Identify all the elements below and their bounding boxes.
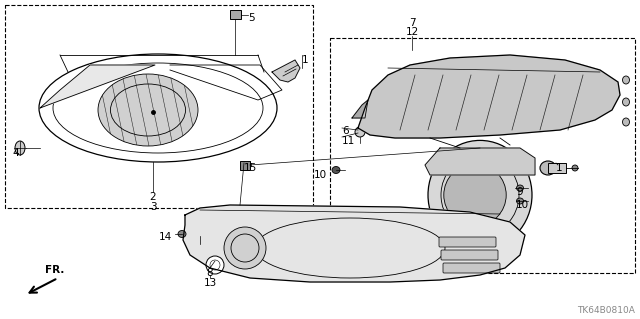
Bar xyxy=(330,38,635,273)
Ellipse shape xyxy=(428,140,532,249)
Text: TK64B0810A: TK64B0810A xyxy=(577,306,635,315)
Ellipse shape xyxy=(572,165,578,171)
Text: 13: 13 xyxy=(204,278,216,288)
Text: 1: 1 xyxy=(302,55,308,65)
Text: 3: 3 xyxy=(150,202,156,212)
Text: 1: 1 xyxy=(556,163,563,173)
Text: 10: 10 xyxy=(516,200,529,210)
Text: 11: 11 xyxy=(342,136,355,146)
Text: 14: 14 xyxy=(159,232,172,242)
Ellipse shape xyxy=(355,127,365,137)
Bar xyxy=(240,161,250,170)
Ellipse shape xyxy=(540,161,556,175)
Polygon shape xyxy=(272,60,300,82)
FancyBboxPatch shape xyxy=(439,237,496,247)
Bar xyxy=(5,5,313,208)
Ellipse shape xyxy=(224,227,266,269)
Ellipse shape xyxy=(623,76,630,84)
Text: 15: 15 xyxy=(244,163,257,173)
Polygon shape xyxy=(183,205,525,282)
Ellipse shape xyxy=(98,74,198,146)
Ellipse shape xyxy=(623,118,630,126)
Ellipse shape xyxy=(332,167,340,174)
Text: 7: 7 xyxy=(409,18,415,28)
Ellipse shape xyxy=(516,185,524,191)
Text: 9: 9 xyxy=(516,187,523,197)
Bar xyxy=(548,163,566,173)
Text: 2: 2 xyxy=(150,192,156,202)
Text: 5: 5 xyxy=(248,13,255,23)
FancyBboxPatch shape xyxy=(441,250,498,260)
Polygon shape xyxy=(352,100,368,118)
Ellipse shape xyxy=(623,98,630,106)
Polygon shape xyxy=(425,148,535,175)
Text: 8: 8 xyxy=(207,268,213,278)
Ellipse shape xyxy=(15,141,25,155)
Ellipse shape xyxy=(178,231,186,238)
Polygon shape xyxy=(358,55,620,138)
Ellipse shape xyxy=(516,198,524,204)
Ellipse shape xyxy=(206,256,224,274)
Text: 12: 12 xyxy=(405,27,419,37)
Text: 4: 4 xyxy=(12,148,19,158)
Ellipse shape xyxy=(444,164,506,226)
Text: FR.: FR. xyxy=(45,265,65,275)
Polygon shape xyxy=(40,65,155,108)
Text: 10: 10 xyxy=(314,170,327,180)
FancyBboxPatch shape xyxy=(443,263,500,273)
Bar xyxy=(230,10,241,19)
Text: 6: 6 xyxy=(342,126,349,136)
